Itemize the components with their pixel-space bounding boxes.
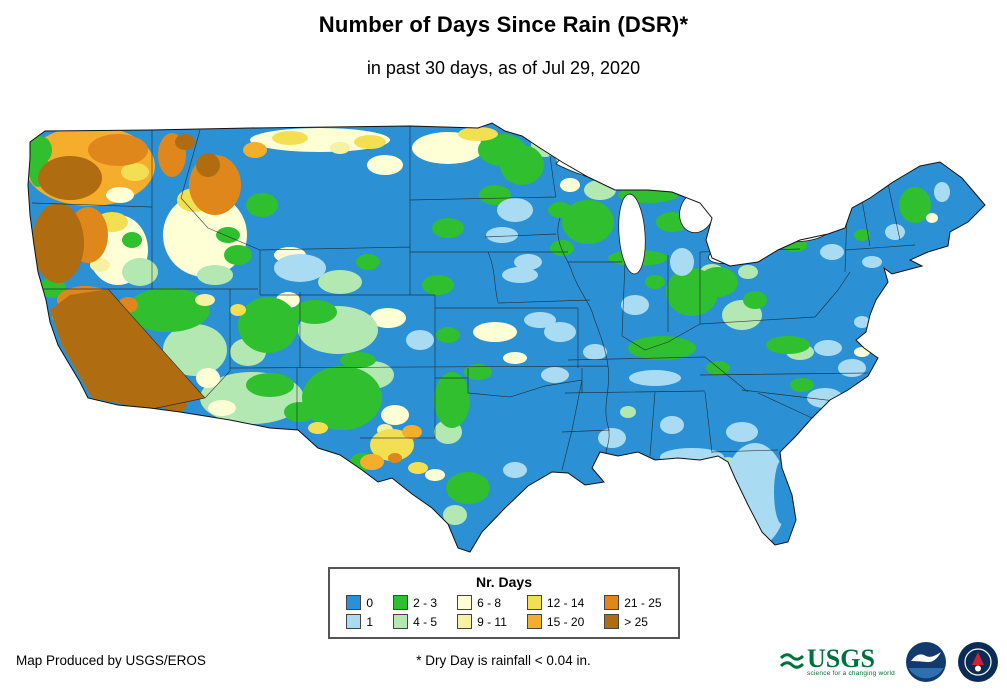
legend-swatch <box>526 595 542 610</box>
agency-logos: USGS science for a changing world <box>780 641 999 683</box>
page-title: Number of Days Since Rain (DSR)* <box>318 12 689 37</box>
legend-label: 2 - 3 <box>413 595 438 610</box>
usgs-logo: USGS science for a changing world <box>780 643 895 677</box>
dry-day-note: * Dry Day is rainfall < 0.04 in. <box>416 653 591 668</box>
legend-item: 0 <box>346 595 373 610</box>
legend-grid: 0 2 - 3 6 - 8 12 - 14 21 - 25 1 4 - 5 9 … <box>338 595 670 629</box>
legend-label: > 25 <box>624 614 648 629</box>
legend-swatch <box>526 614 542 629</box>
nws-logo <box>958 642 998 682</box>
map-legend: Nr. Days 0 2 - 3 6 - 8 12 - 14 21 - 25 1… <box>328 567 680 639</box>
legend-label: 4 - 5 <box>413 614 438 629</box>
legend-label: 21 - 25 <box>624 595 662 610</box>
legend-item: 21 - 25 <box>604 595 662 610</box>
legend-swatch <box>346 595 362 610</box>
legend-item: 12 - 14 <box>526 595 585 610</box>
legend-label: 12 - 14 <box>546 595 585 610</box>
legend-label: 1 <box>366 614 374 629</box>
usgs-wordmark: USGS <box>807 643 875 673</box>
legend-item: 9 - 11 <box>457 614 507 629</box>
legend-label: 0 <box>366 595 374 610</box>
usgs-tagline: science for a changing world <box>807 669 895 677</box>
legend-label: 6 - 8 <box>477 595 502 610</box>
legend-item: 2 - 3 <box>393 595 437 610</box>
page-subtitle: in past 30 days, as of Jul 29, 2020 <box>366 58 641 78</box>
usgs-wave-icon <box>780 653 805 669</box>
legend-item: 15 - 20 <box>526 614 585 629</box>
legend-label: 9 - 11 <box>477 614 507 629</box>
legend-item: 4 - 5 <box>393 614 437 629</box>
legend-swatch <box>457 595 473 610</box>
noaa-logo <box>906 642 946 682</box>
legend-swatch <box>393 595 409 610</box>
map-credit: Map Produced by USGS/EROS <box>16 653 206 668</box>
legend-item: > 25 <box>604 614 661 629</box>
legend-item: 1 <box>346 614 373 629</box>
legend-title: Nr. Days <box>475 574 533 590</box>
state-borders <box>31 125 916 471</box>
legend-label: 15 - 20 <box>546 614 585 629</box>
legend-swatch <box>604 595 620 610</box>
dsr-color-regions <box>28 123 985 552</box>
legend-swatch <box>604 614 620 629</box>
legend-swatch <box>346 614 362 629</box>
legend-swatch <box>457 614 473 629</box>
lake-michigan <box>618 193 646 275</box>
legend-item: 6 - 8 <box>457 595 507 610</box>
legend-swatch <box>393 614 409 629</box>
